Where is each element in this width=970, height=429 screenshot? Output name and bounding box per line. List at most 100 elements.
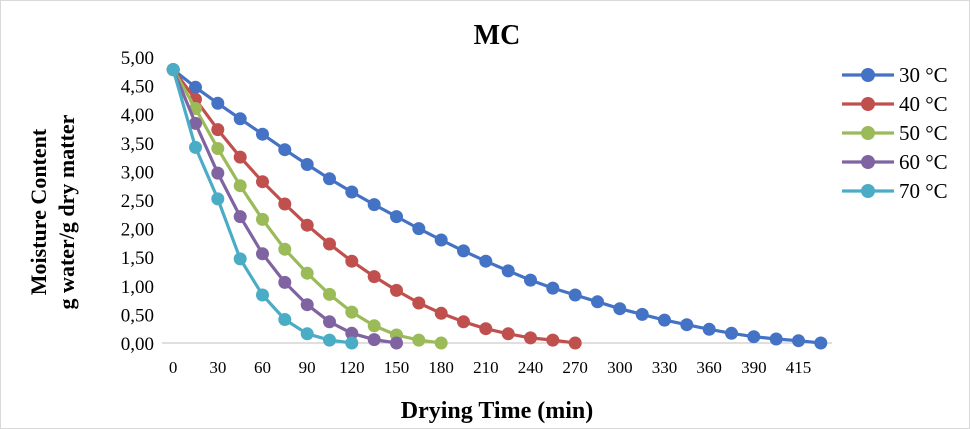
data-point (680, 318, 694, 332)
legend-item: 30 °C (842, 63, 948, 87)
legend-item: 70 °C (842, 179, 948, 203)
legend-marker (861, 184, 875, 198)
data-point (747, 330, 761, 344)
y-tick-label: 3,50 (121, 134, 154, 155)
data-point (256, 212, 269, 226)
data-point (769, 332, 783, 346)
data-point (568, 336, 582, 350)
legend-item: 50 °C (842, 121, 948, 145)
data-point (211, 96, 225, 110)
series-0 (166, 63, 828, 350)
legend-label: 70 °C (899, 179, 948, 203)
data-point (367, 198, 381, 212)
data-point (278, 275, 292, 289)
y-tick-label: 1,50 (121, 248, 154, 269)
data-point (591, 295, 604, 309)
y-tick-label: 4,50 (121, 77, 154, 98)
data-point (189, 116, 202, 130)
data-point (211, 192, 225, 206)
data-point (412, 333, 426, 347)
y-axis-title-line-1: Moisture Content (26, 128, 51, 295)
x-tick-label: 0 (169, 358, 178, 377)
y-tick-label: 5,00 (121, 48, 154, 69)
data-point (390, 283, 403, 297)
x-tick-label: 360 (696, 358, 722, 377)
data-point (300, 158, 314, 171)
data-point (233, 179, 247, 193)
data-point (233, 150, 247, 164)
series-4 (166, 63, 359, 350)
data-point (412, 222, 426, 236)
y-tick-label: 0,00 (121, 334, 154, 355)
data-point (457, 244, 470, 258)
x-tick-label: 210 (473, 358, 499, 377)
x-axis: 0 30 60 90 120 150 180 210 240 270 300 330 360 390 415 (169, 358, 811, 377)
data-point (256, 127, 269, 141)
data-point (457, 315, 470, 329)
chart-title: MC (474, 20, 521, 51)
x-tick-label: 90 (299, 358, 316, 377)
data-point (345, 305, 359, 319)
data-point (166, 63, 180, 77)
x-axis-title: Drying Time (min) (401, 398, 593, 424)
y-axis: 0,00 0,50 1,00 1,50 2,00 2,50 3,00 3,50 4,00 4,50… (121, 48, 154, 355)
data-point (345, 336, 359, 350)
x-tick-label: 60 (254, 358, 271, 377)
data-point (367, 270, 381, 284)
data-point (367, 333, 381, 347)
data-point (345, 185, 359, 199)
x-tick-label: 270 (562, 358, 588, 377)
legend-marker (861, 126, 875, 140)
x-tick-label: 300 (607, 358, 633, 377)
legend: 30 °C 40 °C 50 °C 60 °C 70 °C (842, 63, 948, 203)
data-point (367, 319, 381, 333)
data-point (814, 336, 828, 350)
data-point (300, 218, 314, 232)
data-point (323, 237, 336, 251)
y-tick-label: 4,00 (121, 105, 154, 126)
data-point (390, 336, 403, 350)
x-tick-label: 415 (786, 358, 812, 377)
legend-item: 40 °C (842, 92, 948, 116)
data-point (635, 307, 649, 321)
data-point (658, 313, 671, 327)
data-point (278, 143, 292, 157)
legend-marker (861, 155, 875, 169)
data-point (256, 247, 269, 261)
data-point (323, 287, 336, 301)
data-point (278, 313, 292, 326)
data-point (300, 327, 314, 341)
legend-label: 50 °C (899, 121, 948, 145)
x-tick-label: 30 (209, 358, 226, 377)
x-tick-label: 390 (741, 358, 767, 377)
data-point (792, 334, 805, 348)
data-point (345, 326, 359, 340)
y-tick-label: 2,00 (121, 220, 154, 241)
data-point (256, 288, 269, 302)
data-point (300, 266, 314, 280)
data-point (278, 242, 292, 256)
y-tick-label: 0,50 (121, 305, 154, 326)
data-point (702, 322, 716, 336)
data-point (233, 252, 247, 266)
data-point (233, 210, 247, 224)
data-point (434, 336, 448, 350)
x-tick-label: 240 (518, 358, 544, 377)
y-axis-title-line-2: g water/g dry matter (54, 114, 79, 309)
legend-marker (861, 68, 875, 82)
plot-area (166, 63, 828, 350)
y-tick-label: 3,00 (121, 162, 154, 183)
data-point (211, 142, 225, 155)
data-point (434, 233, 448, 247)
data-point (233, 112, 247, 126)
data-point (546, 281, 560, 295)
x-tick-label: 150 (384, 358, 410, 377)
data-point (434, 306, 448, 320)
data-point (256, 175, 269, 189)
data-point (323, 333, 336, 347)
legend-label: 60 °C (899, 150, 948, 174)
data-point (501, 327, 515, 341)
data-point (501, 264, 515, 278)
data-point (278, 197, 292, 211)
